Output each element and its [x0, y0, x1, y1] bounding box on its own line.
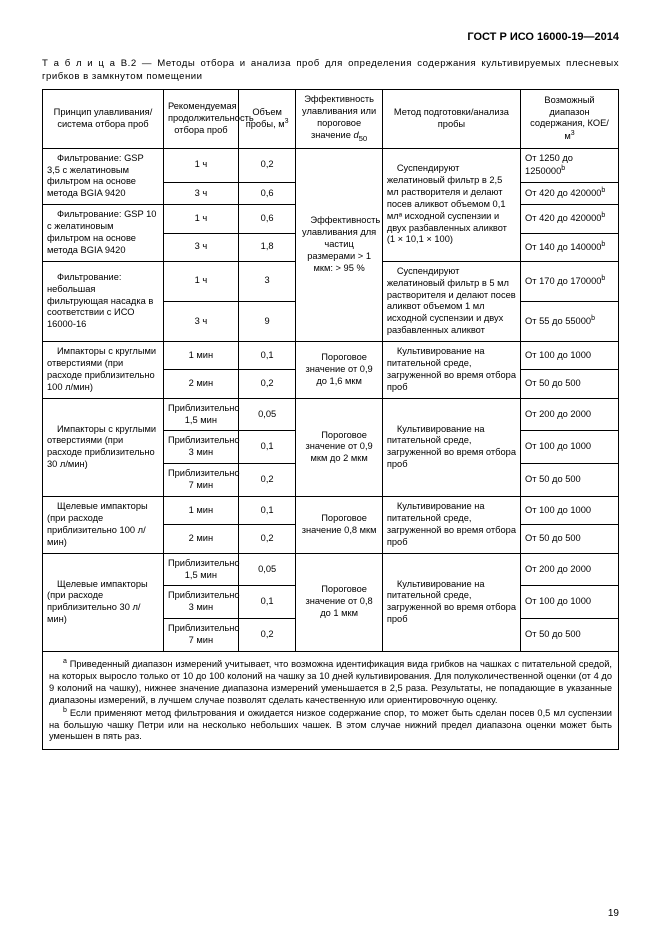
duration-cell: Приблизительно 7 мин	[163, 464, 238, 497]
principle-cell: Фильтрование: небольшая фильтрующая наса…	[43, 261, 164, 341]
duration-cell: 1 ч	[163, 205, 238, 233]
method-cell: Культивирование на питательной среде, за…	[382, 553, 520, 651]
method-cell: Суспендируют желатиновый фильтр в 2,5 мл…	[382, 148, 520, 261]
document-header: ГОСТ Р ИСО 16000-19—2014	[42, 30, 619, 44]
efficiency-cell: Пороговое значение от 0,8 до 1 мкм	[296, 553, 382, 651]
principle-cell: Фильтрование: GSP 3,5 с желатиновым филь…	[43, 148, 164, 205]
range-cell: От 100 до 1000	[521, 586, 619, 619]
table-row: Импакторы с круглыми отверстиями (при ра…	[43, 342, 619, 370]
volume-cell: 0,2	[238, 464, 296, 497]
methods-table: Принцип улавливания/система отбора проб …	[42, 89, 619, 750]
table-caption: Т а б л и ц а В.2 — Методы отбора и анал…	[42, 58, 619, 83]
footnotes-cell: a Приведенный диапазон измерений учитыва…	[43, 651, 619, 749]
duration-cell: Приблизительно 1,5 мин	[163, 553, 238, 586]
range-cell: От 170 до 170000b	[521, 261, 619, 301]
duration-cell: Приблизительно 3 мин	[163, 431, 238, 464]
duration-cell: Приблизительно 7 мин	[163, 619, 238, 652]
principle-cell: Щелевые импакторы (при расходе приблизит…	[43, 553, 164, 651]
efficiency-cell: Пороговое значение 0,8 мкм	[296, 497, 382, 554]
range-cell: От 100 до 1000	[521, 342, 619, 370]
volume-cell: 0,05	[238, 553, 296, 586]
volume-cell: 0,2	[238, 525, 296, 553]
principle-cell: Импакторы с круглыми отверстиями (при ра…	[43, 398, 164, 496]
volume-cell: 0,2	[238, 148, 296, 182]
method-cell: Культивирование на питательной среде, за…	[382, 497, 520, 554]
duration-cell: Приблизительно 3 мин	[163, 586, 238, 619]
volume-cell: 0,1	[238, 586, 296, 619]
volume-cell: 0,2	[238, 370, 296, 398]
range-cell: От 50 до 500	[521, 370, 619, 398]
volume-cell: 1,8	[238, 233, 296, 261]
range-cell: От 50 до 500	[521, 464, 619, 497]
range-cell: От 200 до 2000	[521, 398, 619, 431]
table-row: Фильтрование: GSP 3,5 с желатиновым филь…	[43, 148, 619, 182]
volume-cell: 3	[238, 261, 296, 301]
principle-cell: Импакторы с круглыми отверстиями (при ра…	[43, 342, 164, 399]
volume-cell: 0,05	[238, 398, 296, 431]
h-principle: Принцип улавливания/система отбора проб	[43, 90, 164, 148]
range-cell: От 420 до 420000b	[521, 205, 619, 233]
table-row: Щелевые импакторы (при расходе приблизит…	[43, 497, 619, 525]
table-row: Импакторы с круглыми отверстиями (при ра…	[43, 398, 619, 431]
method-cell: Суспендируют желатиновый фильтр в 5 мл р…	[382, 261, 520, 341]
h-efficiency: Эффективность улавливания или пороговое …	[296, 90, 382, 148]
range-cell: От 420 до 420000b	[521, 182, 619, 204]
duration-cell: 3 ч	[163, 182, 238, 204]
principle-cell: Фильтрование: GSP 10 с желатиновым фильт…	[43, 205, 164, 262]
range-cell: От 100 до 1000	[521, 497, 619, 525]
efficiency-cell: Пороговое значение от 0,9 до 1,6 мкм	[296, 342, 382, 399]
duration-cell: 1 ч	[163, 148, 238, 182]
efficiency-cell: Пороговое значение от 0,9 мкм до 2 мкм	[296, 398, 382, 496]
volume-cell: 0,2	[238, 619, 296, 652]
range-cell: От 50 до 500	[521, 525, 619, 553]
method-cell: Культивирование на питательной среде, за…	[382, 342, 520, 399]
page-number: 19	[608, 907, 619, 920]
duration-cell: 1 мин	[163, 497, 238, 525]
footnote-a: a Приведенный диапазон измерений учитыва…	[49, 658, 612, 707]
method-cell: Культивирование на питательной среде, за…	[382, 398, 520, 496]
principle-cell: Щелевые импакторы (при расходе приблизит…	[43, 497, 164, 554]
table-row: Щелевые импакторы (при расходе приблизит…	[43, 553, 619, 586]
volume-cell: 0,1	[238, 497, 296, 525]
range-cell: От 50 до 500	[521, 619, 619, 652]
footnote-b: b Если применяют метод фильтрования и ож…	[49, 707, 612, 744]
efficiency-cell: Эффективность улавливания для частиц раз…	[296, 148, 382, 341]
duration-cell: Приблизительно 1,5 мин	[163, 398, 238, 431]
duration-cell: 1 ч	[163, 261, 238, 301]
duration-cell: 1 мин	[163, 342, 238, 370]
h-method: Метод подготовки/анализа пробы	[382, 90, 520, 148]
range-cell: От 55 до 55000b	[521, 301, 619, 341]
range-cell: От 1250 до 1250000b	[521, 148, 619, 182]
h-duration: Рекомендуемая продолжительность отбора п…	[163, 90, 238, 148]
h-volume: Объем пробы, м3	[238, 90, 296, 148]
range-cell: От 140 до 140000b	[521, 233, 619, 261]
volume-cell: 0,1	[238, 342, 296, 370]
volume-cell: 0,1	[238, 431, 296, 464]
volume-cell: 0,6	[238, 182, 296, 204]
volume-cell: 9	[238, 301, 296, 341]
header-row: Принцип улавливания/система отбора проб …	[43, 90, 619, 148]
range-cell: От 200 до 2000	[521, 553, 619, 586]
h-range: Возможный диапазон содержания, КОЕ/м3	[521, 90, 619, 148]
duration-cell: 3 ч	[163, 233, 238, 261]
duration-cell: 2 мин	[163, 370, 238, 398]
duration-cell: 2 мин	[163, 525, 238, 553]
duration-cell: 3 ч	[163, 301, 238, 341]
volume-cell: 0,6	[238, 205, 296, 233]
range-cell: От 100 до 1000	[521, 431, 619, 464]
